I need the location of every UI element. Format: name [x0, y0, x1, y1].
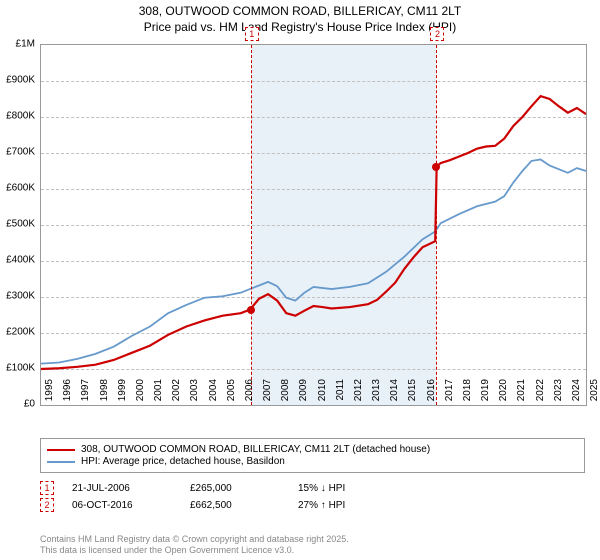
x-axis-label: 2023 [553, 379, 564, 409]
x-axis-label: 2009 [298, 379, 309, 409]
legend-label-1: 308, OUTWOOD COMMON ROAD, BILLERICAY, CM… [81, 444, 430, 455]
footer-line-2: This data is licensed under the Open Gov… [40, 545, 349, 556]
x-axis-label: 1995 [44, 379, 55, 409]
sale-marker-2: 2 [40, 498, 54, 512]
x-axis-label: 2010 [317, 379, 328, 409]
footer-text: Contains HM Land Registry data © Crown c… [40, 534, 349, 556]
legend-box: 308, OUTWOOD COMMON ROAD, BILLERICAY, CM… [40, 438, 585, 473]
x-axis-label: 2003 [189, 379, 200, 409]
chart-area: 12 £0£100K£200K£300K£400K£500K£600K£700K… [40, 44, 585, 404]
y-axis-label: £700K [0, 147, 35, 158]
y-axis-label: £600K [0, 183, 35, 194]
x-axis-label: 2004 [208, 379, 219, 409]
y-axis-label: £200K [0, 327, 35, 338]
chart-title: 308, OUTWOOD COMMON ROAD, BILLERICAY, CM… [0, 0, 600, 35]
legend-row-1: 308, OUTWOOD COMMON ROAD, BILLERICAY, CM… [47, 444, 578, 455]
plot-region: 12 [40, 44, 587, 406]
x-axis-label: 2013 [371, 379, 382, 409]
x-axis-label: 2005 [226, 379, 237, 409]
x-axis-label: 1996 [62, 379, 73, 409]
x-axis-label: 2011 [335, 379, 346, 409]
y-axis-label: £300K [0, 291, 35, 302]
sale-diff-1: 15% ↓ HPI [298, 483, 388, 494]
sale-date-2: 06-OCT-2016 [72, 500, 172, 511]
series-hpi [41, 159, 586, 363]
y-axis-label: £800K [0, 111, 35, 122]
sale-vline-1 [251, 45, 252, 405]
x-axis-label: 2016 [426, 379, 437, 409]
sale-date-1: 21-JUL-2006 [72, 483, 172, 494]
x-axis-label: 2007 [262, 379, 273, 409]
sale-flag-2: 2 [430, 27, 444, 41]
legend-swatch-1 [47, 449, 75, 451]
legend-label-2: HPI: Average price, detached house, Basi… [81, 456, 285, 467]
sale-marker-1: 1 [40, 481, 54, 495]
x-axis-label: 2002 [171, 379, 182, 409]
title-line-1: 308, OUTWOOD COMMON ROAD, BILLERICAY, CM… [0, 4, 600, 20]
series-price_paid [41, 96, 586, 369]
title-line-2: Price paid vs. HM Land Registry's House … [0, 20, 600, 36]
y-axis-label: £900K [0, 75, 35, 86]
line-layer [41, 45, 586, 405]
sale-point-2 [432, 163, 440, 171]
x-axis-label: 2021 [516, 379, 527, 409]
x-axis-label: 2020 [498, 379, 509, 409]
chart-container: 308, OUTWOOD COMMON ROAD, BILLERICAY, CM… [0, 0, 600, 560]
legend-row-2: HPI: Average price, detached house, Basi… [47, 456, 578, 467]
x-axis-label: 2001 [153, 379, 164, 409]
x-axis-label: 2000 [135, 379, 146, 409]
y-axis-label: £100K [0, 363, 35, 374]
x-axis-label: 1998 [99, 379, 110, 409]
y-axis-label: £500K [0, 219, 35, 230]
x-axis-label: 2019 [480, 379, 491, 409]
y-axis-label: £1M [0, 39, 35, 50]
x-axis-label: 2012 [353, 379, 364, 409]
x-axis-label: 2015 [407, 379, 418, 409]
x-axis-label: 2018 [462, 379, 473, 409]
x-axis-label: 2022 [535, 379, 546, 409]
x-axis-label: 2024 [571, 379, 582, 409]
sale-row-2: 2 06-OCT-2016 £662,500 27% ↑ HPI [40, 498, 388, 512]
x-axis-label: 2014 [389, 379, 400, 409]
sale-vline-2 [436, 45, 437, 405]
x-axis-label: 2006 [244, 379, 255, 409]
x-axis-label: 1997 [80, 379, 91, 409]
x-axis-label: 2025 [589, 379, 600, 409]
legend-swatch-2 [47, 461, 75, 463]
sale-point-1 [247, 306, 255, 314]
sales-table: 1 21-JUL-2006 £265,000 15% ↓ HPI 2 06-OC… [40, 478, 388, 515]
sale-flag-1: 1 [245, 27, 259, 41]
sale-price-1: £265,000 [190, 483, 280, 494]
footer-line-1: Contains HM Land Registry data © Crown c… [40, 534, 349, 545]
sale-price-2: £662,500 [190, 500, 280, 511]
sale-row-1: 1 21-JUL-2006 £265,000 15% ↓ HPI [40, 481, 388, 495]
x-axis-label: 2017 [444, 379, 455, 409]
y-axis-label: £0 [0, 399, 35, 410]
sale-diff-2: 27% ↑ HPI [298, 500, 388, 511]
x-axis-label: 2008 [280, 379, 291, 409]
y-axis-label: £400K [0, 255, 35, 266]
x-axis-label: 1999 [117, 379, 128, 409]
